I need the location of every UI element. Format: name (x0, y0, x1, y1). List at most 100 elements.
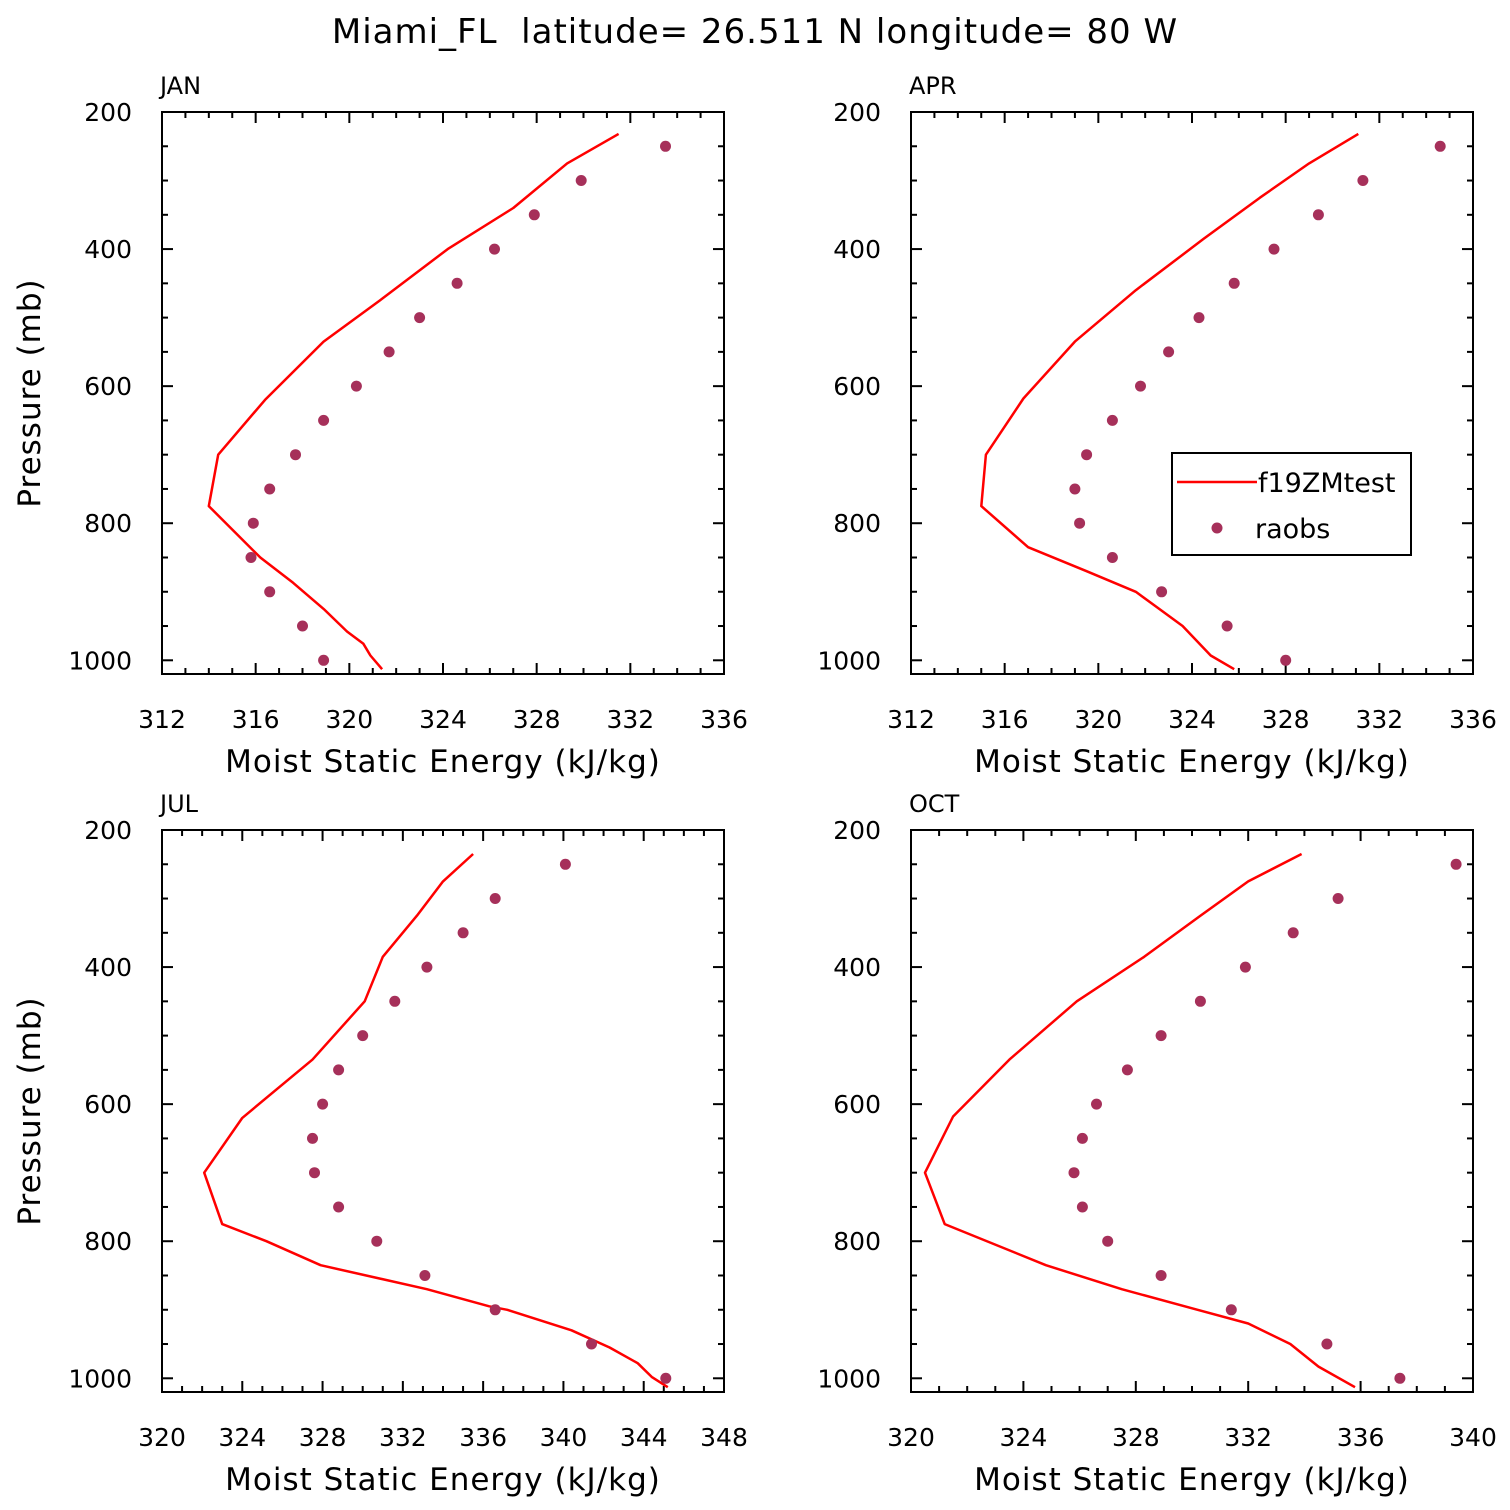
plot-frame (161, 111, 725, 675)
x-tick-label: 312 (887, 705, 935, 734)
raobs-point (1076, 1132, 1088, 1144)
x-tick-label: 336 (700, 705, 748, 734)
panel-jan: 312 316 320 324 328 332 336 200 400 600 800 1000 JAN… (12, 72, 748, 780)
raobs-point (389, 995, 401, 1007)
raobs-point (1434, 140, 1446, 152)
plot-frame (161, 829, 725, 1393)
y-tick-label: 400 (84, 953, 132, 982)
y-tick-label: 400 (84, 235, 132, 264)
raobs-point (317, 1098, 329, 1110)
raobs-point (371, 1235, 383, 1247)
panel-jul: 320 324 328 332 336 340 344 348 200 400 600 800 1000… (12, 790, 748, 1498)
y-tick-label: 800 (833, 1227, 881, 1256)
page-title: Miami_FL latitude= 26.511 N longitude= 8… (331, 12, 1179, 52)
raobs-point (559, 858, 571, 870)
raobs-point (245, 552, 257, 563)
x-tick-label: 324 (1168, 705, 1216, 734)
raobs-point (489, 893, 501, 904)
raobs-point (318, 414, 330, 426)
x-tick-label: 336 (459, 1423, 507, 1452)
raobs-point (247, 517, 259, 529)
panel-label: JUL (158, 790, 199, 818)
x-tick-label: 332 (606, 705, 654, 734)
y-tick-label: 200 (84, 816, 132, 845)
raobs-point (1194, 995, 1206, 1007)
y-tick-label: 400 (833, 235, 881, 264)
raobs-point (660, 140, 671, 152)
series-line-f19zmtest (980, 132, 1359, 671)
raobs-point (575, 175, 587, 186)
raobs-point (1394, 1372, 1406, 1384)
raobs-point (318, 654, 330, 666)
x-tick-label: 336 (1337, 1423, 1385, 1452)
x-tick-label: 344 (620, 1423, 668, 1452)
x-tick-label: 324 (419, 705, 467, 734)
y-tick-label: 1000 (817, 1364, 881, 1393)
x-axis-title: Moist Static Energy (kJ/kg) (974, 744, 1410, 780)
raobs-point (1069, 483, 1081, 495)
y-tick-label: 400 (833, 953, 881, 982)
x-axis-title: Moist Static Energy (kJ/kg) (225, 744, 661, 780)
raobs-point (1091, 1098, 1102, 1110)
raobs-point (333, 1201, 345, 1213)
x-tick-label: 340 (1449, 1423, 1497, 1452)
raobs-point (421, 961, 433, 973)
y-tick-label: 600 (84, 1090, 132, 1119)
series-line-f19zmtest (207, 132, 620, 671)
y-tick-label: 800 (833, 509, 881, 538)
raobs-point (1121, 1064, 1133, 1076)
x-axis-title: Moist Static Energy (kJ/kg) (974, 1462, 1410, 1498)
raobs-point (1074, 517, 1086, 529)
raobs-point (264, 483, 276, 495)
y-tick-label: 600 (84, 372, 132, 401)
x-tick-label: 332 (1224, 1423, 1272, 1452)
x-tick-label: 316 (232, 705, 280, 734)
raobs-point (419, 1270, 431, 1281)
raobs-point (1193, 312, 1205, 324)
raobs-point (290, 449, 301, 461)
legend-label-f19zmtest: f19ZMtest (1258, 468, 1396, 499)
panel-label: JAN (158, 72, 201, 100)
y-tick-label: 1000 (68, 1364, 132, 1393)
raobs-point (1156, 586, 1168, 598)
raobs-point (1332, 893, 1344, 904)
raobs-point (1106, 414, 1118, 426)
raobs-point (1239, 961, 1251, 973)
raobs-point (1106, 552, 1118, 563)
raobs-point (307, 1132, 318, 1144)
raobs-point (1076, 1201, 1088, 1213)
y-tick-label: 200 (833, 816, 881, 845)
x-tick-label: 320 (325, 705, 373, 734)
raobs-point (297, 620, 308, 632)
x-tick-label: 312 (138, 705, 186, 734)
series-line-f19zmtest (923, 852, 1356, 1389)
y-axis-title: Pressure (mb) (12, 278, 48, 507)
x-tick-label: 324 (218, 1423, 266, 1452)
x-axis-title: Moist Static Energy (kJ/kg) (225, 1462, 661, 1498)
x-tick-label: 320 (138, 1423, 186, 1452)
raobs-point (528, 209, 540, 221)
y-tick-label: 200 (833, 98, 881, 127)
legend-box (1171, 452, 1412, 556)
raobs-point (357, 1030, 369, 1042)
legend-label-raobs: raobs (1255, 514, 1330, 545)
raobs-point (1155, 1270, 1167, 1281)
raobs-point (264, 586, 276, 598)
y-axis-title: Pressure (mb) (12, 996, 48, 1225)
x-tick-label: 328 (1112, 1423, 1160, 1452)
raobs-point (586, 1338, 597, 1350)
x-tick-label: 328 (1262, 705, 1310, 734)
raobs-point (1221, 620, 1233, 632)
raobs-point (1450, 858, 1462, 870)
y-tick-label: 1000 (68, 646, 132, 675)
y-tick-label: 600 (833, 372, 881, 401)
raobs-point (1268, 243, 1280, 255)
raobs-point (457, 927, 469, 939)
plot-frame (910, 111, 1474, 675)
y-tick-label: 600 (833, 1090, 881, 1119)
raobs-point (1287, 927, 1299, 939)
legend: f19ZMtest raobs (1171, 452, 1412, 556)
raobs-point (1155, 1030, 1167, 1042)
panel-label: APR (909, 72, 957, 100)
raobs-point (333, 1064, 345, 1076)
